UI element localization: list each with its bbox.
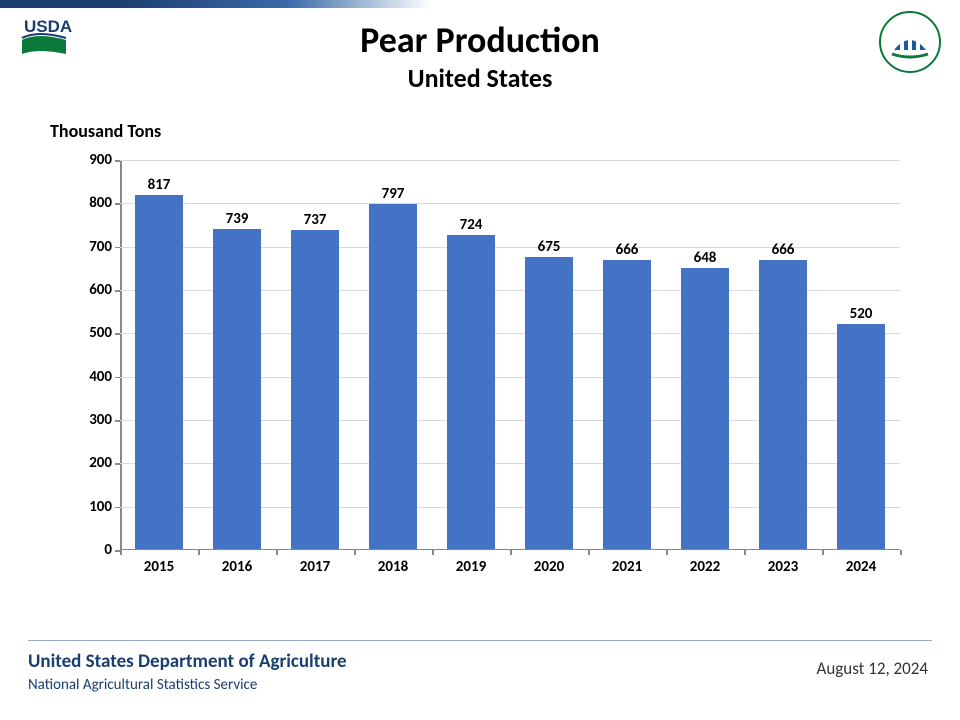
y-tick-mark (115, 160, 120, 162)
x-tick-label: 2020 (514, 558, 584, 576)
header-stripe (0, 0, 960, 8)
bar-value-label: 520 (831, 305, 891, 323)
x-tick-mark (900, 550, 902, 555)
x-tick-mark (354, 550, 356, 555)
y-tick-mark (115, 420, 120, 422)
x-tick-label: 2022 (670, 558, 740, 576)
x-tick-mark (744, 550, 746, 555)
y-tick-label: 600 (68, 281, 112, 299)
x-tick-label: 2019 (436, 558, 506, 576)
x-tick-mark (432, 550, 434, 555)
y-tick-label: 900 (68, 151, 112, 169)
bar-value-label: 739 (207, 210, 267, 228)
bar-value-label: 675 (519, 238, 579, 256)
x-tick-label: 2023 (748, 558, 818, 576)
x-tick-mark (120, 550, 122, 555)
gridline (120, 160, 900, 161)
bar-value-label: 797 (363, 185, 423, 203)
y-axis-label: Thousand Tons (50, 120, 161, 142)
y-tick-label: 500 (68, 324, 112, 342)
chart-title: Pear Production (0, 18, 960, 62)
footer-date: August 12, 2024 (817, 658, 928, 679)
bar (525, 257, 573, 550)
x-tick-label: 2024 (826, 558, 896, 576)
bar (213, 229, 261, 549)
gridline (120, 203, 900, 204)
bar-value-label: 648 (675, 249, 735, 267)
bar (759, 260, 807, 549)
footer-divider (28, 640, 932, 641)
x-tick-mark (822, 550, 824, 555)
footer-department: United States Department of Agriculture (28, 650, 347, 673)
y-tick-mark (115, 507, 120, 509)
y-tick-mark (115, 333, 120, 335)
y-tick-label: 0 (68, 541, 112, 559)
x-tick-mark (198, 550, 200, 555)
x-tick-mark (666, 550, 668, 555)
x-tick-label: 2018 (358, 558, 428, 576)
bar-value-label: 666 (753, 241, 813, 259)
y-tick-mark (115, 203, 120, 205)
x-tick-label: 2017 (280, 558, 350, 576)
bar-value-label: 817 (129, 176, 189, 194)
bar (603, 260, 651, 549)
y-tick-label: 100 (68, 498, 112, 516)
bar-value-label: 737 (285, 211, 345, 229)
y-tick-mark (115, 377, 120, 379)
bar (135, 195, 183, 549)
bar-value-label: 666 (597, 241, 657, 259)
chart-area: 0100200300400500600700800900817201573920… (70, 160, 900, 590)
x-tick-label: 2016 (202, 558, 272, 576)
bar (369, 204, 417, 549)
bar-value-label: 724 (441, 216, 501, 234)
y-tick-mark (115, 247, 120, 249)
x-tick-label: 2021 (592, 558, 662, 576)
footer-service: National Agricultural Statistics Service (28, 676, 257, 694)
y-tick-label: 300 (68, 411, 112, 429)
bar (447, 235, 495, 549)
x-tick-mark (276, 550, 278, 555)
x-tick-mark (510, 550, 512, 555)
y-tick-mark (115, 463, 120, 465)
x-tick-mark (588, 550, 590, 555)
bar (681, 268, 729, 549)
x-tick-label: 2015 (124, 558, 194, 576)
y-axis-line (120, 160, 122, 549)
chart-subtitle: United States (0, 62, 960, 94)
y-tick-mark (115, 290, 120, 292)
bar (291, 230, 339, 549)
y-tick-label: 200 (68, 454, 112, 472)
y-tick-label: 700 (68, 238, 112, 256)
y-tick-label: 400 (68, 368, 112, 386)
bar (837, 324, 885, 549)
y-tick-label: 800 (68, 194, 112, 212)
